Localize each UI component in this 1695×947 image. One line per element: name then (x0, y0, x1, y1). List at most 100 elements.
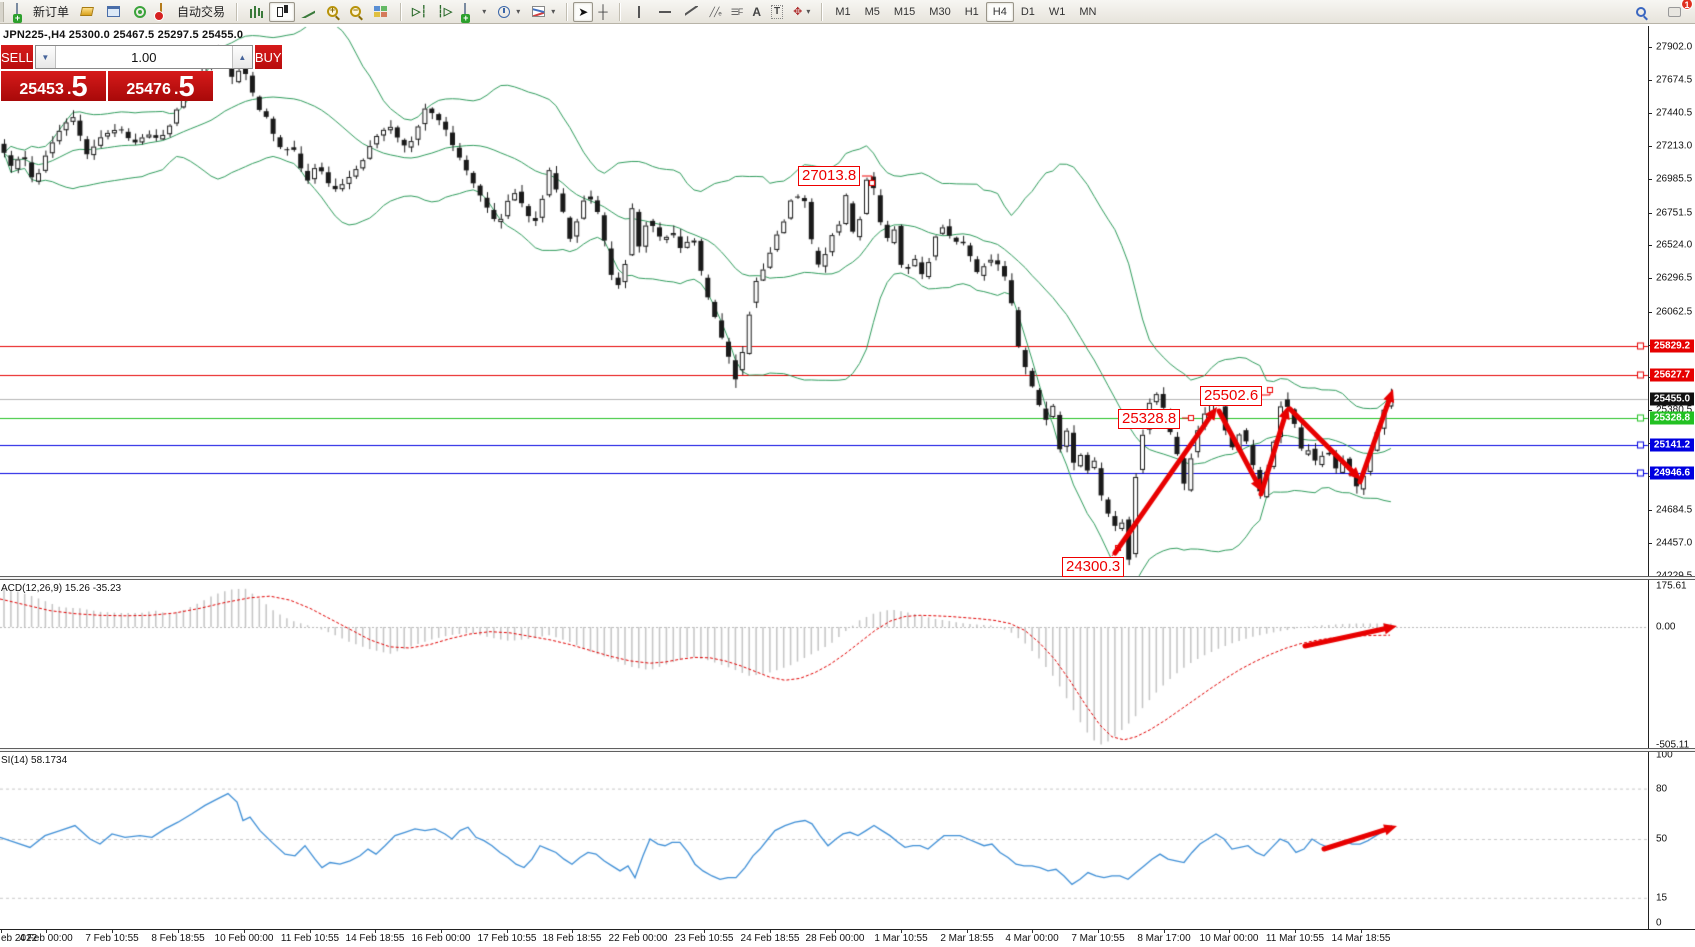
buy-price-button[interactable]: 25476 .5 (108, 71, 213, 102)
rsi-axis-tick: 15 (1656, 892, 1668, 904)
indicators-icon (532, 6, 546, 17)
volume-decrease-button[interactable]: ▼ (35, 46, 56, 68)
timeframe-D1[interactable]: D1 (1020, 5, 1035, 18)
cursor-button[interactable]: ➤ (573, 1, 594, 22)
one-click-trade-panel: SELL ▼ ▲ BUY 25453 .5 25476 .5 (1, 45, 282, 102)
horizontal-line-icon (658, 10, 671, 13)
chart-canvas[interactable] (0, 25, 1695, 947)
buy-label-button[interactable]: BUY (254, 45, 282, 69)
price-tick: 27440.5 (1656, 107, 1693, 119)
timeframe-M15[interactable]: M15 (893, 5, 916, 18)
notifications-button[interactable]: 1 (1662, 0, 1693, 22)
periods-button[interactable]: ▾ (491, 2, 525, 22)
tile-windows-button[interactable] (367, 2, 394, 22)
market-watch-button[interactable] (74, 2, 100, 22)
time-tick: 2 Mar 18:55 (940, 933, 994, 944)
price-tick: 26524.0 (1656, 239, 1693, 251)
timeframe-M5[interactable]: M5 (864, 5, 880, 18)
price-annotation[interactable]: 25328.8 (1118, 409, 1181, 429)
sell-price-button[interactable]: 25453 .5 (1, 71, 106, 102)
new-chart-button[interactable]: ▾ (457, 2, 491, 22)
rsi-label: SI(14) 58.1734 (1, 755, 68, 766)
time-axis[interactable]: eb 2022 4 Feb 00:00 7 Feb 10:55 8 Feb 18:55… (0, 929, 1695, 947)
price-annotation[interactable]: 27013.8 (798, 166, 861, 186)
indicators-button[interactable]: ▾ (525, 2, 560, 22)
text-icon: A (752, 4, 761, 19)
main-toolbar: 新订单 自动交易 + − ▷┆ ┆▷ ▾ ▾ ▾ ➤ ┼ ╱╱ₑ ☰F A (0, 0, 1695, 24)
price-tick: 26985.5 (1656, 173, 1693, 185)
time-tick: 10 Mar 00:00 (1199, 933, 1259, 944)
macd-axis-tick: 175.61 (1656, 580, 1687, 592)
autotrade-button[interactable]: 自动交易 (153, 2, 230, 22)
auto-scroll-button[interactable]: ▷┆ (407, 2, 432, 22)
time-tick: 4 Mar 00:00 (1005, 933, 1059, 944)
time-tick: 14 Feb 18:55 (345, 933, 405, 944)
bar-chart-icon (249, 5, 264, 18)
data-window-button[interactable] (100, 2, 127, 22)
arrows-button[interactable]: ✥ ▾ (793, 5, 811, 18)
text-label-button[interactable]: T (766, 2, 788, 22)
timeframe-W1[interactable]: W1 (1048, 5, 1066, 18)
rsi-axis-tick: 50 (1656, 833, 1668, 845)
volume-spinner: ▼ ▲ (34, 45, 253, 69)
chart-window: JPN225-,H4 25300.0 25467.5 25297.5 25455… (0, 25, 1695, 947)
trendline-icon (685, 6, 698, 18)
autotrade-label: 自动交易 (177, 5, 226, 19)
sell-label-button[interactable]: SELL (1, 45, 33, 69)
symbol-info: JPN225-,H4 25300.0 25467.5 25297.5 25455… (3, 29, 244, 41)
fibonacci-button[interactable]: ☰F (726, 2, 748, 22)
price-annotation[interactable]: 25502.6 (1200, 386, 1263, 406)
time-tick: 24 Feb 18:55 (740, 933, 800, 944)
time-tick: 22 Feb 00:00 (608, 933, 668, 944)
candlestick-mode-button[interactable] (269, 1, 296, 22)
trendline-button[interactable] (678, 2, 705, 22)
price-tick: 27674.5 (1656, 74, 1693, 86)
timeframe-M1[interactable]: M1 (835, 5, 851, 18)
level-badge: 25141.2 (1650, 438, 1694, 452)
time-tick: 8 Feb 18:55 (151, 933, 205, 944)
zoom-in-button[interactable]: + (321, 2, 344, 22)
vertical-line-button[interactable] (626, 2, 652, 22)
time-tick: 16 Feb 00:00 (411, 933, 471, 944)
crosshair-icon: ┼ (598, 4, 608, 19)
price-tick: 26062.5 (1656, 306, 1693, 318)
channel-button[interactable]: ╱╱ₑ (705, 2, 726, 22)
new-chart-icon (464, 2, 467, 19)
time-tick: 4 Feb 00:00 (19, 933, 73, 944)
notification-badge: 1 (1681, 0, 1693, 10)
timeframe-H4[interactable]: H4 (985, 1, 1014, 22)
price-tick: 24684.5 (1656, 504, 1693, 516)
time-tick: 7 Mar 10:55 (1071, 933, 1125, 944)
price-annotation[interactable]: 24300.3 (1062, 557, 1125, 577)
zoom-out-button[interactable]: − (344, 2, 367, 22)
price-axis-border (1648, 26, 1649, 930)
chart-shift-button[interactable]: ┆▷ (432, 2, 457, 22)
candlestick-icon (275, 5, 289, 18)
timeframe-M30[interactable]: M30 (929, 5, 951, 18)
time-tick: 11 Feb 10:55 (280, 933, 340, 944)
toolbar-clipped-button (0, 1, 4, 22)
time-tick: 28 Feb 00:00 (805, 933, 865, 944)
time-tick: 17 Feb 10:55 (477, 933, 537, 944)
crosshair-button[interactable]: ┼ (593, 2, 612, 22)
price-tick: 25380.5 (1656, 405, 1692, 416)
timeframe-MN[interactable]: MN (1079, 5, 1097, 18)
search-button[interactable] (1630, 2, 1652, 22)
horizontal-line-button[interactable] (652, 2, 678, 22)
text-button[interactable]: A (747, 2, 766, 22)
line-chart-mode-button[interactable] (295, 2, 321, 22)
timeframe-H1[interactable]: H1 (964, 5, 979, 18)
macd-panel-separator[interactable] (0, 576, 1695, 580)
new-order-button[interactable]: 新订单 (9, 2, 74, 22)
time-tick: 11 Mar 10:55 (1265, 933, 1325, 944)
time-tick: 10 Feb 00:00 (214, 933, 274, 944)
strategy-tester-button[interactable] (127, 2, 153, 22)
rsi-panel-separator[interactable] (0, 748, 1695, 752)
volume-increase-button[interactable]: ▲ (231, 46, 252, 68)
bar-chart-mode-button[interactable] (243, 2, 269, 22)
time-tick: 23 Feb 10:55 (674, 933, 734, 944)
volume-input[interactable] (55, 46, 232, 68)
arrows-icon: ✥ (793, 5, 803, 18)
rsi-axis-tick: 80 (1656, 783, 1668, 795)
signal-icon (134, 5, 147, 18)
